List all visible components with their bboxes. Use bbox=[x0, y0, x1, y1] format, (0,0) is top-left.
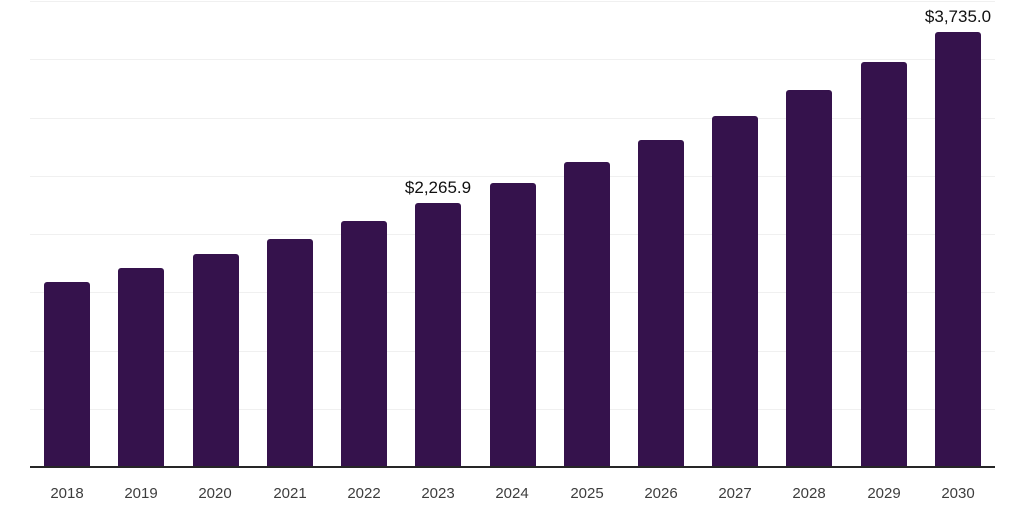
x-tick-label-2019: 2019 bbox=[124, 485, 158, 502]
x-tick-label-2023: 2023 bbox=[421, 485, 455, 502]
bar-2024 bbox=[490, 183, 536, 467]
bar-2022 bbox=[341, 221, 387, 467]
x-tick-label-2020: 2020 bbox=[198, 485, 232, 502]
bar-2019 bbox=[118, 268, 164, 467]
data-label-2030: $3,735.0 bbox=[924, 7, 992, 26]
gridline-3500 bbox=[30, 59, 995, 60]
gridline-4000 bbox=[30, 1, 995, 2]
x-tick-label-2024: 2024 bbox=[495, 485, 529, 502]
x-tick-label-2029: 2029 bbox=[867, 485, 901, 502]
gridline-3000 bbox=[30, 118, 995, 119]
x-tick-label-2021: 2021 bbox=[273, 485, 307, 502]
x-tick-label-2030: 2030 bbox=[941, 485, 975, 502]
gridline-2500 bbox=[30, 176, 995, 177]
x-tick-label-2018: 2018 bbox=[50, 485, 84, 502]
bar-2018 bbox=[44, 282, 90, 467]
bar-2029 bbox=[861, 62, 907, 467]
bar-2026 bbox=[638, 140, 684, 467]
data-label-2023: $2,265.9 bbox=[404, 178, 472, 197]
bar-2025 bbox=[564, 162, 610, 467]
x-tick-label-2028: 2028 bbox=[792, 485, 826, 502]
x-tick-label-2025: 2025 bbox=[570, 485, 604, 502]
x-tick-label-2026: 2026 bbox=[644, 485, 678, 502]
bar-2021 bbox=[267, 239, 313, 467]
bar-2020 bbox=[193, 254, 239, 467]
bar-2028 bbox=[786, 90, 832, 467]
x-tick-label-2027: 2027 bbox=[718, 485, 752, 502]
bar-2030 bbox=[935, 32, 981, 467]
x-tick-label-2022: 2022 bbox=[347, 485, 381, 502]
bar-2027 bbox=[712, 116, 758, 467]
x-axis-line bbox=[30, 466, 995, 468]
bar-2023 bbox=[415, 203, 461, 467]
